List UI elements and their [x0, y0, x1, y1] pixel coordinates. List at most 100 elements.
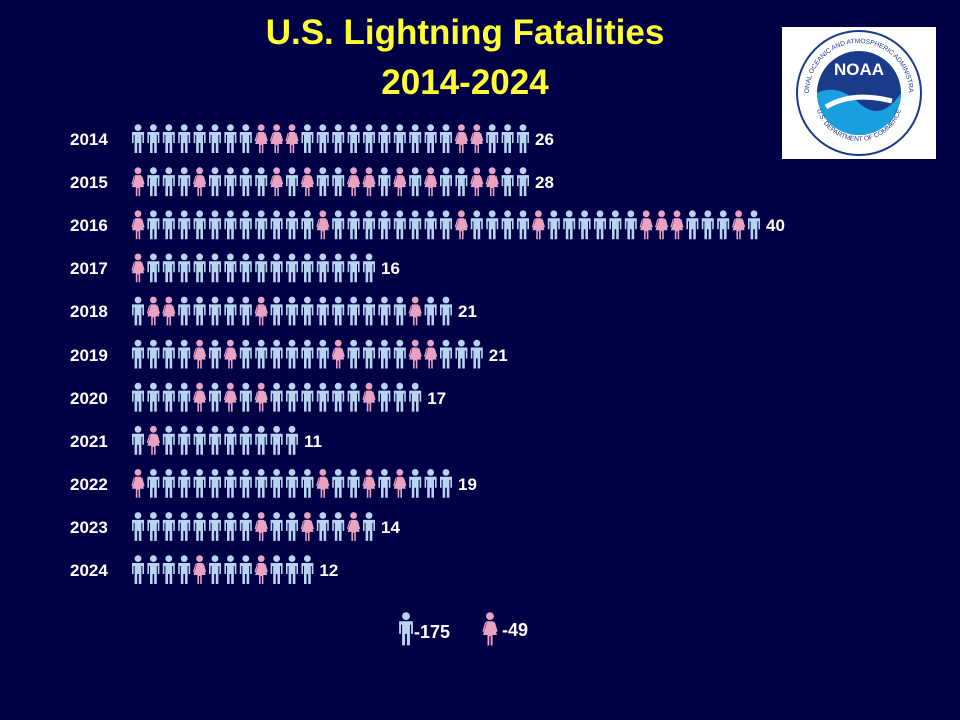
male-figure-icon	[209, 382, 221, 412]
year-label-2017: 2017	[70, 259, 108, 279]
male-figure-icon	[347, 210, 360, 240]
male-figure-icon	[239, 382, 252, 412]
male-figure-icon	[239, 425, 252, 455]
female-figure-icon	[193, 167, 207, 197]
female-figure-icon	[285, 124, 299, 153]
female-figure-icon	[254, 382, 268, 412]
male-figure-icon	[270, 425, 283, 455]
male-figure-icon	[132, 555, 144, 584]
chart-title-line2: 2014-2024	[381, 63, 549, 102]
male-figure-icon	[193, 210, 206, 240]
male-figure-icon	[440, 210, 452, 240]
male-figure-icon	[409, 469, 422, 498]
male-figure-icon	[162, 339, 175, 369]
male-figure-icon	[147, 382, 160, 412]
legend-female-label: -49	[502, 620, 529, 640]
male-figure-icon	[286, 512, 298, 541]
male-figure-icon	[193, 469, 206, 498]
male-figure-icon	[393, 124, 406, 153]
male-figure-icon	[286, 469, 298, 498]
male-figure-icon	[147, 339, 160, 369]
male-figure-icon	[286, 339, 298, 369]
year-label-2022: 2022	[70, 474, 108, 494]
male-figure-icon	[178, 296, 191, 326]
count-label-2022: 19	[458, 474, 477, 494]
male-figure-icon	[347, 382, 360, 412]
male-figure-icon	[316, 124, 329, 153]
female-figure-icon	[270, 167, 284, 197]
male-figure-icon	[332, 253, 345, 283]
male-figure-icon	[178, 469, 191, 498]
male-figure-icon	[270, 469, 283, 498]
male-figure-icon	[147, 167, 160, 197]
male-figure-icon	[147, 555, 160, 584]
count-label-2016: 40	[766, 216, 785, 236]
male-figure-icon	[209, 210, 221, 240]
male-figure-icon	[332, 382, 345, 412]
male-figure-icon	[393, 382, 406, 412]
male-figure-icon	[178, 425, 191, 455]
count-label-2023: 14	[381, 517, 400, 537]
male-figure-icon	[193, 253, 206, 283]
year-label-2019: 2019	[70, 345, 108, 365]
male-figure-icon	[301, 382, 314, 412]
male-figure-icon	[424, 210, 437, 240]
male-figure-icon	[224, 124, 237, 153]
female-figure-icon	[362, 469, 376, 498]
male-figure-icon	[440, 339, 452, 369]
male-figure-icon	[501, 124, 514, 153]
female-figure-icon	[223, 339, 237, 369]
male-figure-icon	[270, 555, 283, 584]
female-figure-icon	[732, 210, 746, 240]
female-figure-icon	[131, 210, 145, 240]
male-figure-icon	[378, 210, 391, 240]
female-figure-icon	[393, 469, 407, 498]
male-figure-icon	[501, 167, 514, 197]
female-figure-icon	[454, 124, 468, 153]
male-figure-icon	[178, 339, 191, 369]
male-figure-icon	[347, 469, 360, 498]
male-figure-icon	[332, 124, 345, 153]
noaa-logo-emblem: NOAA NATIONAL OCEANIC AND ATMOSPHERIC AD…	[779, 22, 922, 156]
year-label-2016: 2016	[70, 216, 108, 236]
male-figure-icon	[301, 469, 314, 498]
year-label-2021: 2021	[70, 431, 108, 451]
male-figure-icon	[748, 210, 760, 240]
male-figure-icon	[178, 512, 191, 541]
male-figure-icon	[363, 512, 375, 541]
male-figure-icon	[424, 469, 437, 498]
male-figure-icon	[301, 339, 314, 369]
female-figure-icon	[300, 167, 314, 197]
male-figure-icon	[701, 210, 714, 240]
male-figure-icon	[378, 469, 391, 498]
count-label-2015: 28	[535, 173, 554, 193]
male-figure-icon	[347, 124, 360, 153]
female-figure-icon	[639, 210, 653, 240]
male-figure-icon	[209, 425, 221, 455]
legend-male-figure-icon	[399, 612, 413, 646]
male-figure-icon	[209, 296, 221, 326]
count-label-2020: 17	[427, 388, 447, 408]
female-figure-icon	[146, 296, 160, 326]
male-figure-icon	[132, 339, 144, 369]
male-figure-icon	[255, 253, 268, 283]
male-figure-icon	[332, 210, 345, 240]
female-figure-icon	[393, 167, 407, 197]
male-figure-icon	[224, 425, 237, 455]
male-figure-icon	[132, 382, 144, 412]
year-label-2023: 2023	[70, 517, 108, 537]
female-figure-icon	[193, 555, 207, 584]
male-figure-icon	[224, 253, 237, 283]
female-figure-icon	[270, 124, 284, 153]
male-figure-icon	[378, 124, 391, 153]
male-figure-icon	[301, 210, 314, 240]
female-figure-icon	[316, 469, 330, 498]
male-figure-icon	[609, 210, 622, 240]
female-figure-icon	[670, 210, 684, 240]
male-figure-icon	[347, 253, 360, 283]
male-figure-icon	[209, 124, 221, 153]
year-label-2020: 2020	[70, 388, 108, 408]
male-figure-icon	[270, 382, 283, 412]
male-figure-icon	[517, 210, 529, 240]
female-figure-icon	[655, 210, 669, 240]
